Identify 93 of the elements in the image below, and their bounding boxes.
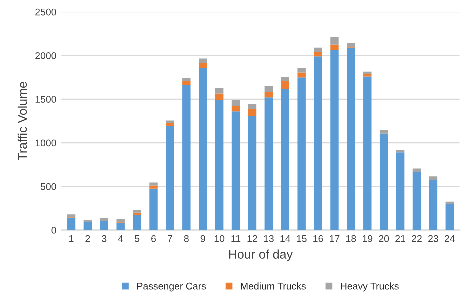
bar [166, 120, 174, 124]
bar [67, 218, 76, 230]
bar [330, 50, 339, 230]
x-tick-label: 3 [102, 235, 107, 242]
x-tick-label: 17 [330, 236, 340, 242]
x-tick-label: 20 [379, 235, 390, 242]
bar [248, 104, 257, 110]
bar [116, 222, 125, 230]
y-tick-label: 1000 [36, 140, 56, 147]
bar [314, 48, 322, 52]
legend-label: Medium Trucks [241, 282, 306, 290]
x-tick-label: 21 [396, 235, 406, 242]
bar [314, 52, 322, 57]
x-tick-label: 18 [346, 235, 356, 242]
bar [199, 63, 208, 68]
bar [84, 222, 92, 230]
bar [150, 182, 158, 186]
bar [116, 219, 125, 222]
x-tick-label: 2 [86, 235, 90, 242]
bar [199, 68, 208, 230]
bar [133, 210, 142, 213]
bar [364, 74, 372, 77]
bar [182, 81, 191, 86]
x-tick-label: 12 [248, 235, 258, 242]
x-tick-label: 22 [412, 235, 422, 242]
bar [446, 204, 454, 230]
bar [133, 215, 142, 230]
x-tick-label: 15 [297, 236, 307, 242]
bar [100, 218, 109, 222]
bar [150, 186, 158, 189]
bar [264, 92, 274, 98]
bar [232, 106, 240, 112]
bar [429, 180, 438, 230]
bar [347, 48, 356, 230]
x-tick-label: 1 [70, 236, 74, 242]
bar [264, 98, 274, 230]
x-tick-label: 5 [134, 236, 140, 242]
y-tick-label: 2000 [36, 52, 56, 60]
bar [314, 56, 322, 230]
bar [298, 72, 306, 78]
bar [330, 37, 339, 45]
bar [298, 68, 306, 73]
x-tick-label: 6 [152, 235, 156, 242]
x-tick-label: 11 [232, 236, 241, 242]
bar [380, 130, 388, 134]
bar [150, 188, 158, 230]
bar [364, 72, 372, 74]
bar [412, 172, 422, 230]
y-tick-label: 1500 [36, 96, 56, 103]
bar [215, 88, 224, 94]
bar [133, 212, 142, 216]
bar [380, 134, 388, 230]
y-tick-label: 0 [52, 227, 56, 234]
x-tick-label: 9 [200, 235, 206, 242]
bar [396, 152, 405, 230]
bar [264, 86, 274, 92]
x-tick-label: 23 [428, 235, 438, 242]
bar [248, 109, 257, 116]
bar [215, 100, 224, 230]
x-tick-label: 14 [280, 236, 290, 242]
bar [166, 126, 174, 230]
bar [215, 94, 224, 100]
x-tick-label: 4 [118, 236, 124, 242]
x-tick-label: 16 [314, 235, 324, 242]
bar [232, 100, 240, 106]
bar [232, 112, 240, 230]
bar [396, 150, 405, 153]
x-tick-label: 19 [362, 235, 373, 242]
x-tick-label: 10 [214, 235, 225, 242]
y-tick-label: 2500 [36, 8, 56, 16]
x-axis-title: Hour of day [229, 250, 293, 262]
x-tick-label: 7 [168, 236, 172, 242]
bar [281, 81, 290, 90]
bar [182, 78, 191, 82]
bar [364, 76, 372, 230]
y-tick-label: 500 [40, 183, 56, 190]
x-tick-label: 24 [444, 235, 456, 242]
bar [330, 44, 339, 50]
x-tick-label: 13 [264, 235, 274, 242]
bar [182, 85, 191, 230]
bar [298, 78, 306, 230]
bar [166, 123, 174, 126]
bar [248, 116, 257, 230]
bar [100, 222, 109, 230]
legend-label: Heavy Trucks [341, 282, 399, 292]
bar [67, 214, 76, 218]
bar [429, 176, 438, 181]
y-axis-title: Traffic Volume [18, 82, 28, 161]
bar [281, 89, 290, 230]
bar [281, 77, 290, 82]
legend-label: Passenger Cars [138, 282, 206, 292]
bar [347, 44, 356, 48]
x-tick-label: 8 [184, 235, 189, 242]
